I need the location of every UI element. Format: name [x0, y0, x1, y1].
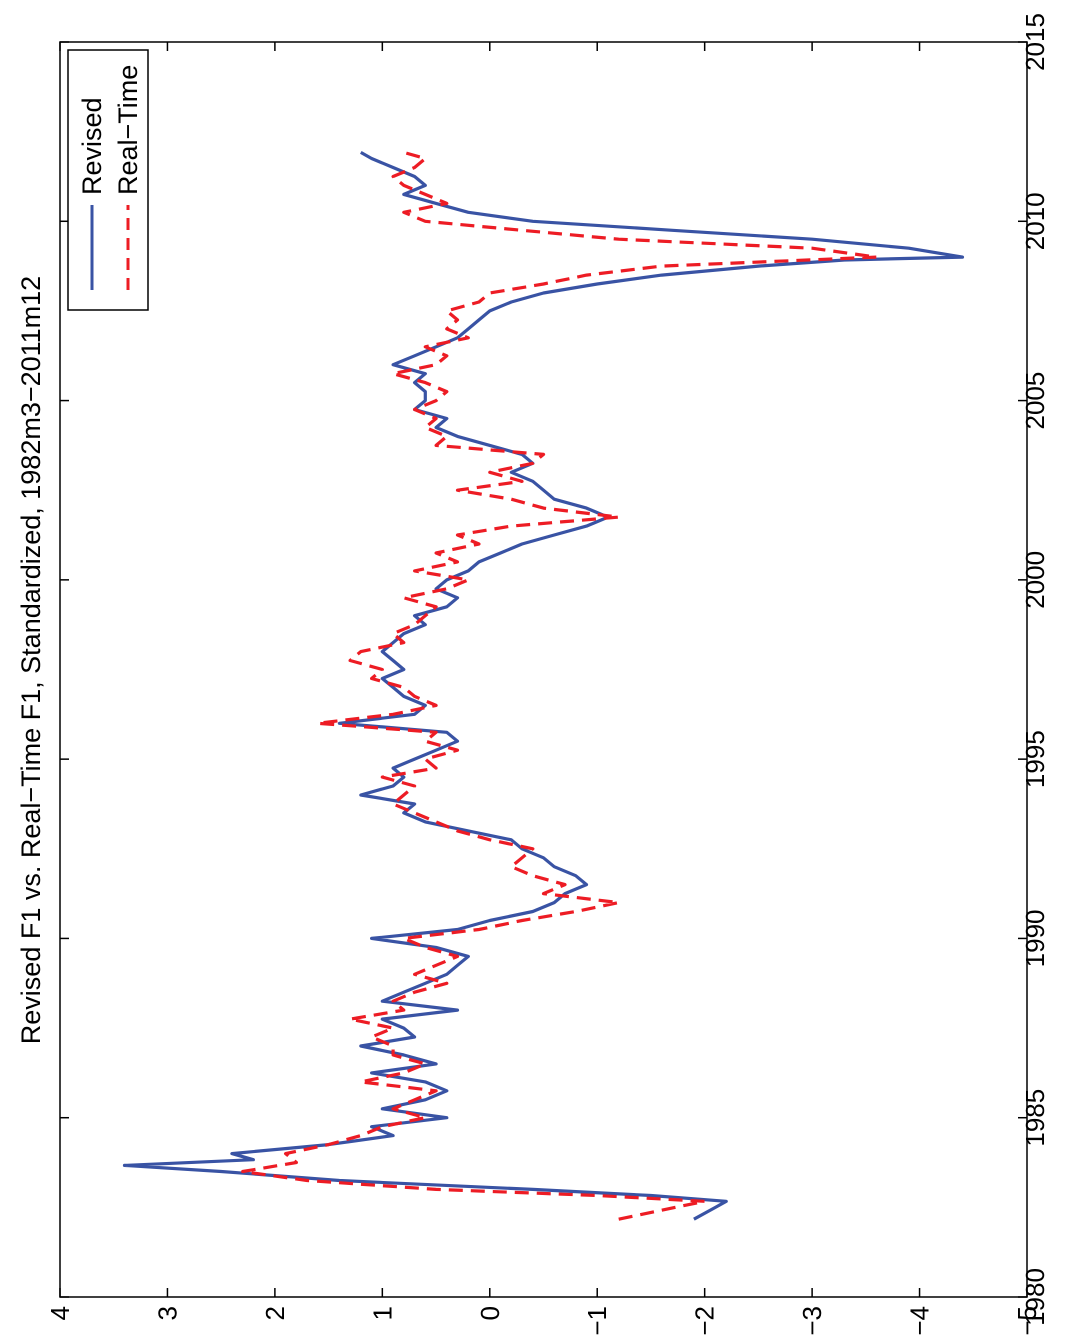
- y-tick-label: 0: [475, 1306, 505, 1320]
- y-tick-label: −2: [690, 1306, 720, 1336]
- y-tick-label: 2: [260, 1306, 290, 1320]
- plot-area: [59, 41, 1028, 1298]
- y-tick-label: 3: [152, 1306, 182, 1320]
- series-line-revised: [122, 151, 965, 1221]
- y-tick-label: −3: [797, 1306, 827, 1336]
- x-tick-label: 2000: [1020, 551, 1050, 609]
- chart-title: Revised F1 vs. Real−Time F1, Standardize…: [16, 276, 46, 1044]
- x-tick-label: 1985: [1020, 1089, 1050, 1147]
- legend-box: [67, 49, 149, 311]
- y-tick-label: −5: [1012, 1306, 1042, 1336]
- series-layer: [122, 150, 965, 1221]
- x-tick-label: 1980: [1020, 1268, 1050, 1326]
- x-tick-label: 2005: [1020, 372, 1050, 430]
- y-tick-label: 4: [45, 1306, 75, 1320]
- tick-marks: [59, 41, 1028, 1298]
- legend-label-revised: Revised: [77, 97, 107, 195]
- x-tick-label: 1995: [1020, 730, 1050, 788]
- y-tick-label: 1: [367, 1306, 397, 1320]
- y-tick-label: −4: [905, 1306, 935, 1336]
- x-tick-label: 2010: [1020, 192, 1050, 250]
- tick-labels: 1980 1985 1990 1995 2000 2005 2010 2015 4 3 2 1 0 −1 −…: [45, 13, 1050, 1336]
- y-tick-label: −1: [582, 1306, 612, 1336]
- x-tick-label: 2015: [1020, 13, 1050, 71]
- legend-label-real-time: Real−Time: [113, 65, 143, 195]
- legend: Revised Real−Time: [67, 49, 149, 311]
- x-tick-label: 1990: [1020, 910, 1050, 968]
- series-line-real-time: [241, 150, 879, 1221]
